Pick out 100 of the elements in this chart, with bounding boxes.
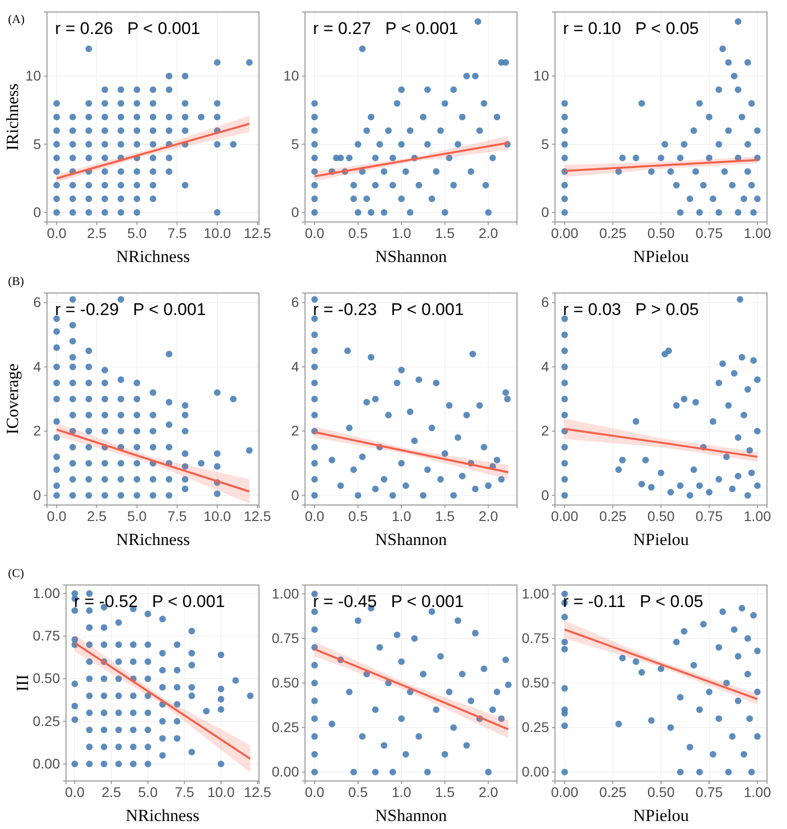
point [642,456,649,464]
point [734,472,742,480]
point [725,59,732,66]
point [359,733,366,740]
y-tick-label: 5 [291,136,300,152]
point [706,488,712,496]
x-tick-label: 0.00 [551,224,578,241]
point [311,715,318,722]
point [446,688,453,696]
point [385,412,392,418]
point [311,492,318,499]
point [442,750,448,758]
point [706,688,712,696]
point [505,681,512,688]
point [416,376,422,384]
y-tick-label: 0 [33,204,42,220]
point [725,127,732,134]
annotation: r = 0.10 P < 0.05 [563,19,699,38]
x-tick-label: 0.0 [65,784,85,800]
point [432,380,440,386]
point [748,470,755,476]
y-tick-label: 0.00 [522,764,550,780]
y-tick-label: 5 [541,136,550,152]
point [615,720,622,728]
point [750,612,757,619]
point [561,182,568,188]
point [311,348,318,354]
x-tick-label: 12.5 [244,508,272,524]
x-tick-label: 1.5 [435,784,455,800]
y-tick-label: 0.25 [522,719,550,736]
y-tick-label: 0.25 [272,719,300,736]
point [346,688,353,696]
point [696,100,703,107]
point [561,364,568,370]
point [748,182,755,188]
point [734,86,742,94]
point [311,396,318,402]
point [658,665,664,672]
point [561,196,568,202]
point [354,617,362,624]
point [696,768,703,776]
point [676,768,684,776]
y-tick-label: 0.25 [32,712,60,729]
point [311,608,318,616]
y-axis-title: IRichness [3,83,22,151]
point [311,768,318,776]
point [561,706,568,714]
x-tick-label: 0.00 [551,784,578,800]
point [311,315,318,322]
point [746,715,753,722]
point [561,492,568,499]
point [716,380,722,386]
x-tick-label: 0.75 [696,224,724,241]
point [311,444,318,450]
point [311,680,318,686]
point [676,482,684,490]
point [723,680,730,686]
point [754,648,761,654]
x-axis-title: NPielou [633,806,690,825]
point [648,717,655,724]
x-tick-label: 10.0 [204,224,232,241]
point [680,140,688,148]
point [350,466,357,473]
point [744,635,752,642]
point [472,486,479,492]
y-tick-label: 0 [291,486,300,503]
point [472,630,479,636]
point [561,685,568,692]
point [619,154,626,162]
annotation: r = -0.45 P < 0.001 [313,592,464,611]
point [729,733,736,740]
point [721,168,728,175]
point [561,348,568,354]
point [710,750,716,758]
point [311,460,318,467]
point [359,454,366,460]
y-tick-label: 0.75 [522,630,550,646]
point [376,644,384,651]
point [463,412,470,418]
chart-title: (B) [8,274,24,288]
point [716,209,722,216]
y-tick-label: 0.00 [272,764,300,780]
point [692,398,699,406]
point [706,114,712,120]
point [502,389,510,396]
point [738,354,746,361]
point [372,396,379,402]
point [389,492,396,499]
point [420,492,426,499]
x-tick-label: 5.0 [127,508,147,524]
point [561,315,568,322]
point [468,698,474,704]
point [686,196,694,202]
point [746,447,753,454]
point [561,722,568,730]
x-axis-title: NShannon [375,530,448,549]
point [420,670,426,678]
point [442,450,448,457]
point [638,669,646,676]
point [734,18,742,25]
